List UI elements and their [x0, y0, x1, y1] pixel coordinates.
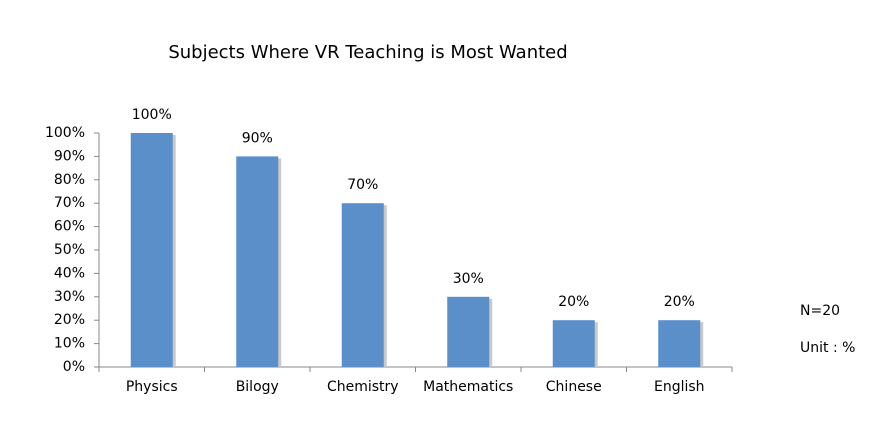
- data-label: 30%: [453, 271, 484, 287]
- y-tick-label: 60%: [54, 219, 85, 235]
- y-tick-label: 50%: [54, 242, 85, 258]
- data-label: 90%: [242, 130, 273, 146]
- x-tick-label: Mathematics: [423, 379, 513, 395]
- y-tick-label: 10%: [54, 336, 85, 352]
- bar: [552, 320, 595, 367]
- bar: [130, 133, 173, 367]
- data-label: 70%: [347, 177, 378, 193]
- y-tick-label: 30%: [54, 289, 85, 305]
- chart-title: Subjects Where VR Teaching is Most Wante…: [168, 42, 567, 63]
- x-tick-label: Bilogy: [236, 379, 279, 395]
- x-tick-label: Physics: [126, 379, 178, 395]
- data-label: 20%: [664, 294, 695, 310]
- y-tick-label: 40%: [54, 265, 85, 281]
- y-tick-label: 100%: [45, 125, 85, 141]
- x-tick-label: Chemistry: [327, 379, 399, 395]
- y-tick-label: 20%: [54, 312, 85, 328]
- bar: [658, 320, 701, 367]
- annotation: N=20: [800, 303, 840, 319]
- bar: [236, 156, 279, 367]
- y-tick-label: 0%: [63, 359, 85, 375]
- y-tick-label: 90%: [54, 148, 85, 164]
- y-tick-label: 80%: [54, 172, 85, 188]
- x-tick-label: Chinese: [546, 379, 602, 395]
- bar: [447, 296, 490, 367]
- annotation: Unit : %: [800, 340, 855, 356]
- x-tick-label: English: [654, 379, 705, 395]
- data-label: 100%: [132, 107, 172, 123]
- data-label: 20%: [558, 294, 589, 310]
- bar: [341, 203, 384, 367]
- y-tick-label: 70%: [54, 195, 85, 211]
